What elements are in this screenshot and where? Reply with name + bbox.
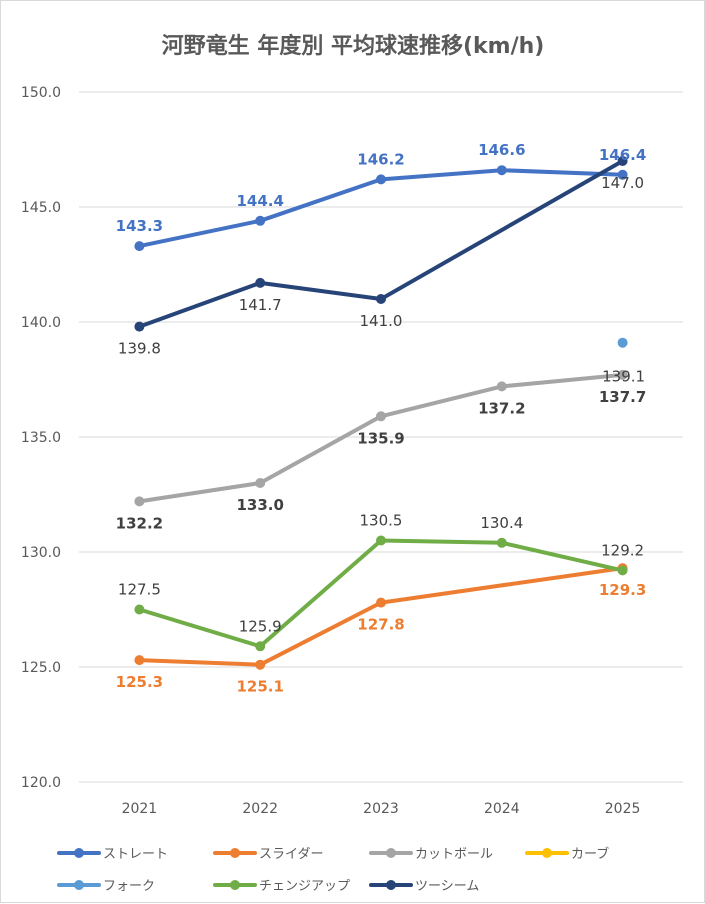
legend-marker: [386, 848, 396, 858]
data-point: [255, 641, 266, 652]
data-label: 146.6: [478, 141, 525, 159]
data-point: [376, 597, 386, 608]
data-label: 127.8: [357, 616, 404, 634]
legend-label: ツーシーム: [415, 879, 479, 894]
x-tick-label: 2025: [605, 801, 641, 817]
x-tick-label: 2022: [242, 801, 278, 817]
legend-marker: [230, 848, 240, 858]
legend-marker: [230, 880, 240, 890]
data-point: [496, 537, 507, 548]
data-point: [376, 411, 386, 422]
data-labels: 143.3 144.4 146.2 146.6 146.4 125.3 125.1 127.8…: [116, 141, 647, 696]
data-label: 139.8: [118, 340, 161, 358]
data-label: 130.5: [360, 512, 403, 530]
data-label: 127.5: [118, 581, 161, 599]
legend-marker: [74, 880, 84, 890]
legend-label: スライダー: [259, 847, 323, 862]
x-tick-label: 2023: [363, 801, 399, 817]
data-point: [134, 604, 145, 615]
data-point: [617, 369, 628, 380]
legend-label: ストレート: [103, 847, 168, 862]
y-tick-label: 140.0: [21, 315, 61, 331]
data-label: 132.2: [116, 514, 163, 532]
legend-marker: [542, 848, 552, 858]
y-tick-label: 135.0: [21, 430, 61, 446]
data-label: 133.0: [236, 496, 283, 514]
x-axis: 2021 2022 2023 2024 2025: [122, 801, 641, 817]
y-tick-label: 125.0: [21, 660, 61, 676]
data-label: 125.9: [239, 617, 282, 635]
data-label: 146.2: [357, 150, 404, 168]
data-label: 146.4: [599, 146, 646, 164]
y-tick-label: 150.0: [21, 85, 61, 101]
data-point: [134, 241, 145, 252]
data-label: 143.3: [116, 217, 163, 235]
y-tick-label: 130.0: [21, 545, 61, 561]
gridlines: [79, 91, 683, 783]
data-label: 137.2: [478, 399, 525, 417]
data-label: 141.7: [239, 296, 282, 314]
data-label: 125.1: [236, 678, 283, 696]
data-point: [617, 337, 628, 348]
data-point: [255, 215, 266, 226]
data-label: 139.1: [602, 368, 645, 386]
series-line: [137, 159, 625, 329]
chart-title: 河野竜生 年度別 平均球速推移(km/h): [162, 33, 545, 59]
data-point: [134, 321, 145, 332]
y-tick-label: 145.0: [21, 200, 61, 216]
data-point: [617, 565, 628, 576]
data-label: 137.7: [599, 388, 646, 406]
data-point: [617, 156, 628, 166]
legend-label: カットボール: [415, 847, 493, 862]
y-axis: 120.0 125.0 130.0 135.0 140.0 145.0 150.0: [21, 85, 61, 791]
legend-label: フォーク: [103, 879, 155, 894]
data-point: [255, 277, 266, 288]
x-tick-label: 2024: [484, 801, 520, 817]
x-tick-label: 2021: [122, 801, 158, 817]
series-lines: [137, 159, 625, 667]
legend-label: カーブ: [571, 846, 609, 862]
data-label: 147.0: [601, 174, 644, 192]
data-label: 144.4: [236, 192, 283, 210]
series-points: [134, 156, 628, 670]
data-point: [255, 478, 266, 488]
legend-marker: [74, 848, 84, 858]
data-point: [496, 381, 507, 392]
data-label: 125.3: [116, 673, 163, 691]
data-point: [255, 659, 266, 670]
data-label: 141.0: [360, 312, 403, 330]
data-label: 135.9: [357, 429, 404, 447]
legend-marker: [386, 880, 396, 890]
data-point: [496, 165, 507, 176]
data-point: [376, 294, 386, 304]
data-label: 129.3: [599, 581, 646, 599]
data-point: [134, 496, 145, 507]
data-label: 129.2: [601, 541, 644, 559]
series-line: [137, 566, 625, 667]
data-label: 130.4: [480, 514, 523, 532]
legend-label: チェンジアップ: [259, 879, 350, 894]
data-point: [376, 174, 386, 185]
data-point: [617, 169, 628, 180]
data-point: [376, 535, 386, 546]
y-tick-label: 120.0: [21, 775, 61, 791]
data-point: [134, 655, 145, 666]
